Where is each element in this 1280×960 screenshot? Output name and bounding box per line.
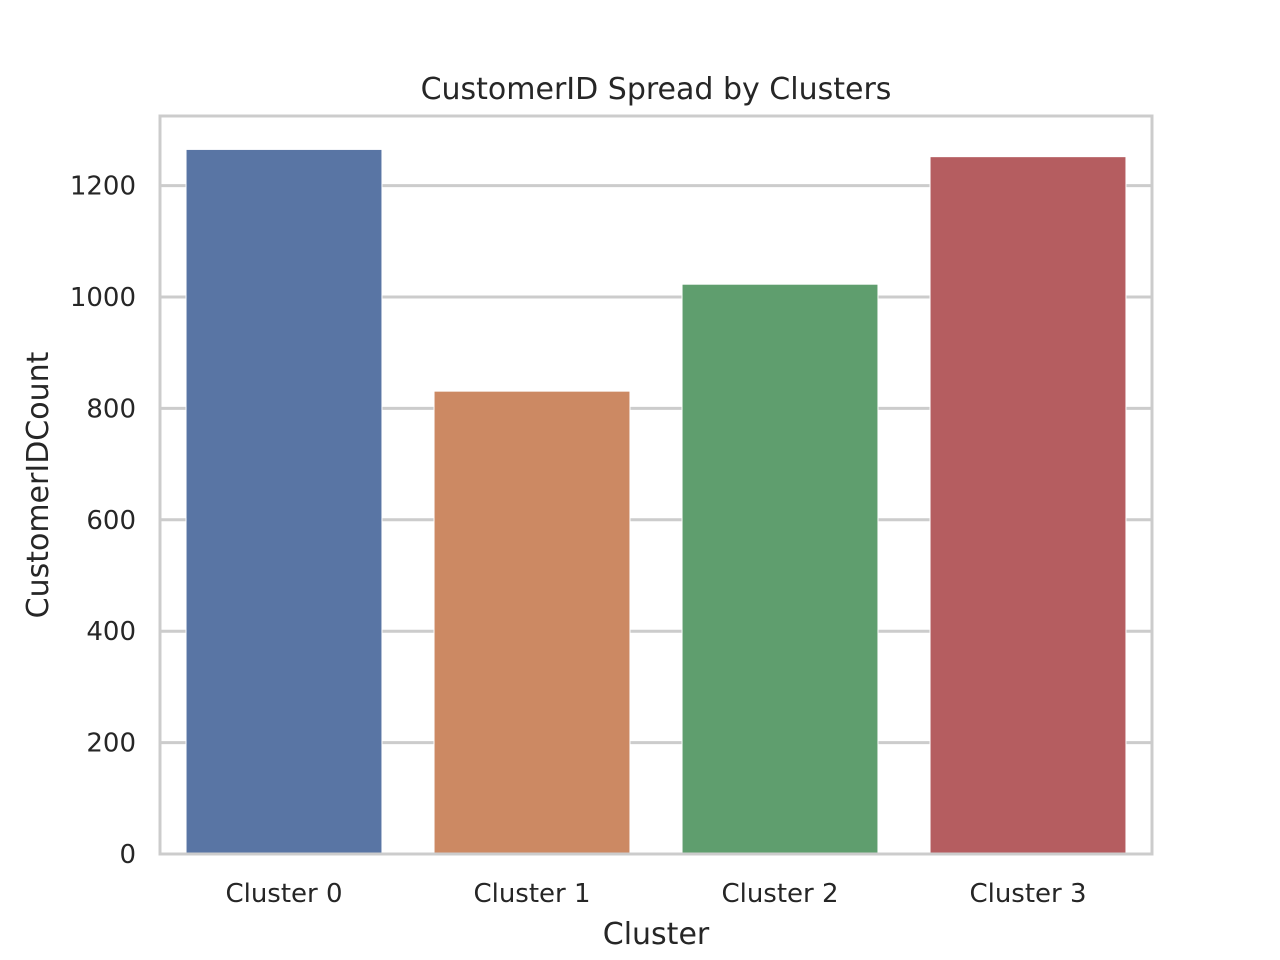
y-tick-labels: 0 200 400 600 800 1000 1200 — [70, 172, 136, 870]
y-tick-label: 800 — [86, 394, 136, 424]
bars — [185, 148, 1127, 855]
x-tick-label: Cluster 0 — [225, 879, 342, 909]
y-tick-label: 400 — [86, 617, 136, 647]
bar-cluster-1 — [433, 390, 631, 855]
y-tick-label: 1200 — [70, 172, 136, 202]
x-tick-label: Cluster 3 — [969, 879, 1086, 909]
x-tick-label: Cluster 1 — [473, 879, 590, 909]
bar-cluster-0 — [185, 148, 383, 855]
y-tick-label: 0 — [119, 840, 136, 870]
y-tick-label: 600 — [86, 506, 136, 536]
y-axis-title: CustomerIDCount — [21, 351, 56, 618]
x-tick-labels: Cluster 0 Cluster 1 Cluster 2 Cluster 3 — [225, 879, 1086, 909]
chart-title: CustomerID Spread by Clusters — [421, 72, 892, 107]
bar-cluster-3 — [929, 156, 1127, 855]
y-tick-label: 1000 — [70, 283, 136, 313]
y-tick-label: 200 — [86, 729, 136, 759]
bar-cluster-2 — [681, 283, 879, 855]
x-tick-label: Cluster 2 — [721, 879, 838, 909]
plot-frame — [158, 114, 1154, 856]
x-axis-title: Cluster — [603, 917, 710, 952]
